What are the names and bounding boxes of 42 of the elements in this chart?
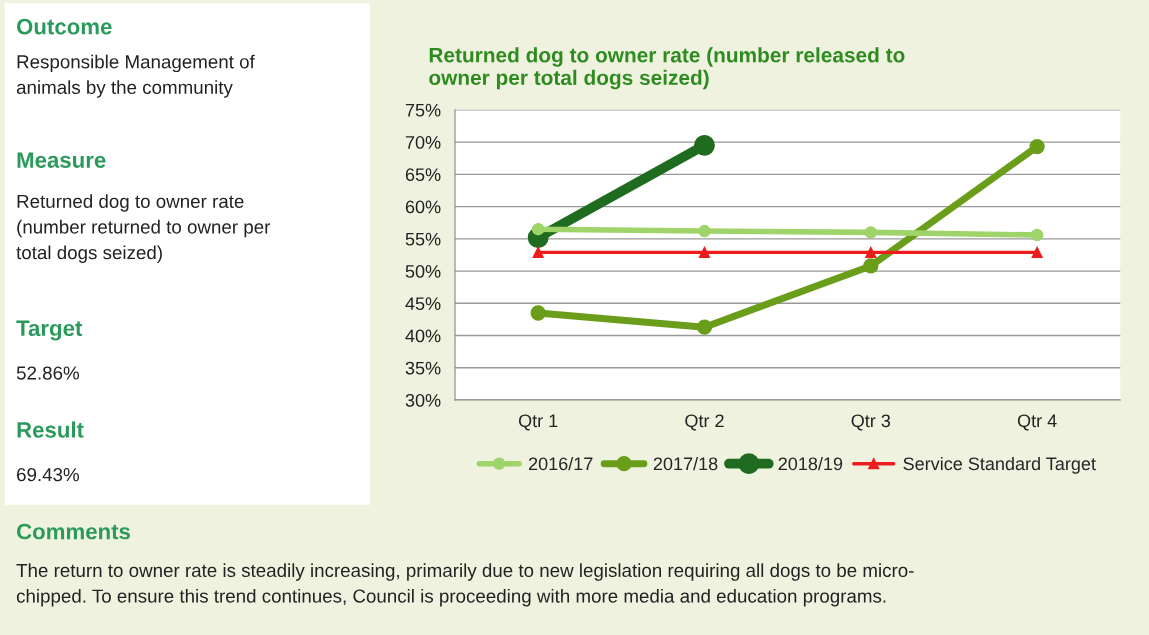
text: Result: [17, 421, 84, 438]
point: [696, 319, 713, 335]
point: [698, 246, 711, 258]
point: [532, 246, 544, 258]
y-tick-label: 70%: [405, 136, 441, 149]
y-tick-label: 65%: [405, 168, 441, 182]
text: 69.43%: [17, 468, 80, 482]
y-tick-label: 55%: [405, 232, 441, 246]
x-tick-label: Qtr 2: [685, 414, 724, 431]
y-tick-label: 60%: [405, 200, 441, 214]
text: Outcome: [17, 18, 112, 35]
text: Returned dog to owner rate (number returned to owner per total dogs seized): [16, 194, 271, 263]
point: [531, 222, 545, 236]
text: 52.86%: [16, 366, 80, 380]
chart-title: Returned dog to owner rate (number released to owner per total dogs seized): [429, 47, 905, 90]
point: [1031, 246, 1043, 258]
legend-label: 2016/17: [528, 456, 593, 471]
y-tick-label: 45%: [405, 297, 441, 311]
text: Measure: [17, 152, 106, 168]
text: Responsible Management of animals by the community: [16, 54, 255, 98]
point: [863, 258, 879, 274]
text: The return to owner rate is steadily increasing, primarily due to new legislation requiring all dogs to be micro- chipped. To ensure this trend continues, Council is proceeding with more media and education programs.: [16, 563, 914, 607]
point: [1030, 228, 1044, 242]
point: [698, 224, 711, 238]
y-tick-label: 75%: [405, 103, 441, 117]
x-tick-label: Qtr 3: [851, 414, 891, 431]
legend-label: Service Standard Target: [903, 456, 1096, 474]
point: [694, 134, 715, 156]
point: [865, 246, 877, 258]
y-tick-label: 30%: [405, 393, 441, 407]
point: [1029, 138, 1045, 155]
point: [530, 305, 546, 321]
x-tick-label: Qtr 4: [1017, 414, 1057, 431]
legend-label: 2017/18: [653, 456, 718, 471]
point: [864, 226, 878, 239]
text: Target: [16, 320, 83, 341]
legend-label: 2018/19: [778, 456, 843, 471]
y-tick-label: 35%: [405, 361, 441, 375]
text: Comments: [17, 523, 131, 540]
y-tick-label: 40%: [405, 329, 441, 343]
y-tick-label: 50%: [405, 265, 441, 278]
x-tick-label: Qtr 1: [518, 414, 558, 431]
